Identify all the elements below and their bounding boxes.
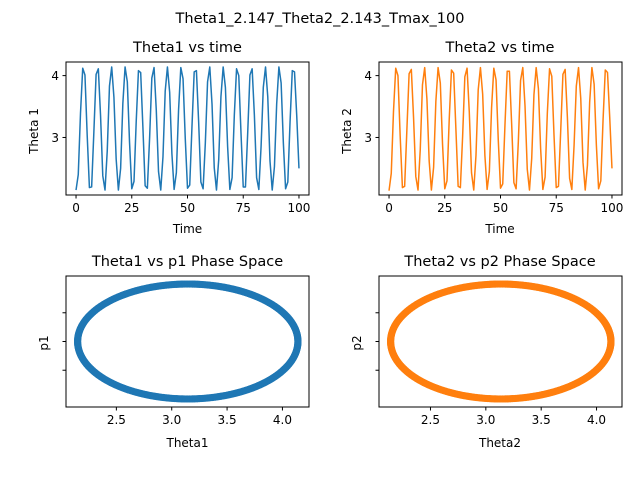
theta2-time-xtick-label: 100 — [601, 201, 624, 215]
theta1-time-xtick-label: 75 — [236, 201, 251, 215]
theta1-time-ytick-label: 4 — [51, 69, 59, 83]
theta2-time-xtick-label: 25 — [437, 201, 452, 215]
theta2-phase-xtick-label: 3.0 — [476, 413, 495, 427]
theta1-phase-ylabel: p1 — [37, 335, 51, 350]
theta1-time-ytick-label: 3 — [51, 131, 59, 145]
theta2-time-ytick-label: 3 — [364, 131, 372, 145]
theta1-time-plot-area — [75, 66, 300, 191]
theta1-time-title: Theta1 vs time — [132, 40, 242, 56]
theta1-phase-axes: Theta1 vs p1 Phase Space Theta1 p1 2.5 3.… — [37, 254, 310, 450]
theta1-phase-point — [294, 338, 302, 346]
theta2-time-xtick-label: 75 — [549, 201, 564, 215]
theta2-time-axes: Theta2 vs time Time Theta 2 0 25 50 75 100 3 4 — [340, 40, 623, 236]
theta1-phase-xtick-label: 4.0 — [273, 413, 292, 427]
theta1-time-ylabel: Theta 1 — [27, 108, 41, 155]
theta1-time-xtick-label: 100 — [288, 201, 311, 215]
theta1-phase-xtick-label: 2.5 — [107, 413, 126, 427]
theta1-time-xtick-label: 0 — [72, 201, 80, 215]
theta2-time-series-line — [388, 66, 613, 191]
theta1-phase-xtick-label: 3.0 — [162, 413, 181, 427]
theta1-phase-plot-area — [74, 280, 302, 403]
theta2-time-xlabel: Time — [484, 222, 514, 236]
theta2-phase-title: Theta2 vs p2 Phase Space — [403, 254, 595, 270]
theta2-time-ylabel: Theta 2 — [340, 108, 354, 155]
theta2-time-xtick-label: 50 — [493, 201, 508, 215]
theta1-time-xtick-label: 25 — [124, 201, 139, 215]
theta2-phase-point — [607, 338, 615, 346]
theta1-time-xtick-label: 50 — [180, 201, 195, 215]
theta2-phase-xtick-label: 4.0 — [587, 413, 606, 427]
theta2-phase-axes: Theta2 vs p2 Phase Space Theta2 p2 2.5 3.… — [350, 254, 623, 450]
theta1-time-xlabel: Time — [172, 222, 202, 236]
theta1-phase-title: Theta1 vs p1 Phase Space — [91, 254, 283, 270]
theta1-time-axes: Theta1 vs time Time Theta 1 0 25 50 75 100 3 4 — [27, 40, 310, 236]
theta2-time-title: Theta2 vs time — [445, 40, 555, 56]
theta2-phase-xlabel: Theta2 — [478, 436, 521, 450]
theta2-phase-xtick-label: 3.5 — [532, 413, 551, 427]
theta2-time-ytick-label: 4 — [364, 69, 372, 83]
theta2-time-xtick-label: 0 — [385, 201, 393, 215]
theta1-phase-xlabel: Theta1 — [165, 436, 208, 450]
theta2-phase-plot-area — [387, 280, 615, 403]
theta2-phase-xtick-label: 2.5 — [421, 413, 440, 427]
figure-suptitle: Theta1_2.147_Theta2_2.143_Tmax_100 — [175, 11, 465, 27]
theta2-phase-ylabel: p2 — [350, 335, 364, 350]
theta1-time-series-line — [75, 66, 300, 191]
theta1-phase-xtick-label: 3.5 — [218, 413, 237, 427]
theta2-time-plot-area — [388, 66, 613, 191]
